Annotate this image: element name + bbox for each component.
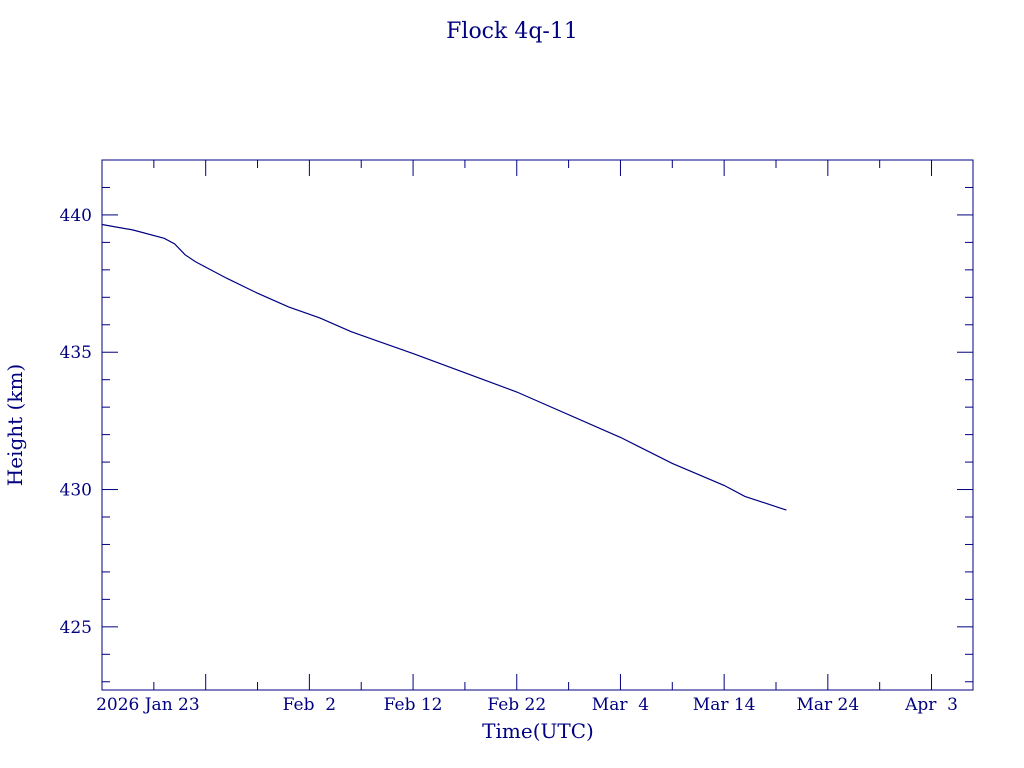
height-series-line xyxy=(101,223,787,511)
chart-title: Flock 4q-11 xyxy=(446,19,578,44)
x-axis-label: Time(UTC) xyxy=(482,719,594,743)
x-tick-label: Feb 12 xyxy=(384,695,443,715)
x-tick-label: Apr 3 xyxy=(904,695,958,715)
y-axis-ticks: 425 430 435 440 xyxy=(60,159,973,683)
x-tick-label: 2026 Jan 23 xyxy=(96,695,200,715)
x-tick-label: Mar 24 xyxy=(796,695,859,715)
x-tick-label: Mar 4 xyxy=(592,695,649,715)
y-tick-label: 440 xyxy=(60,206,92,226)
x-axis-ticks: 2026 Jan 23 Feb 2 Feb 12 Feb 22 Mar 4 Mar 14 M… xyxy=(96,160,958,715)
x-tick-label: Feb 2 xyxy=(283,695,336,715)
x-tick-label: Mar 14 xyxy=(693,695,756,715)
y-tick-label: 430 xyxy=(60,481,92,501)
y-axis-label: Height (km) xyxy=(3,364,27,486)
plot-frame xyxy=(101,159,974,691)
x-tick-label: Feb 22 xyxy=(487,695,546,715)
y-tick-label: 425 xyxy=(60,618,92,638)
y-tick-label: 435 xyxy=(60,343,92,363)
